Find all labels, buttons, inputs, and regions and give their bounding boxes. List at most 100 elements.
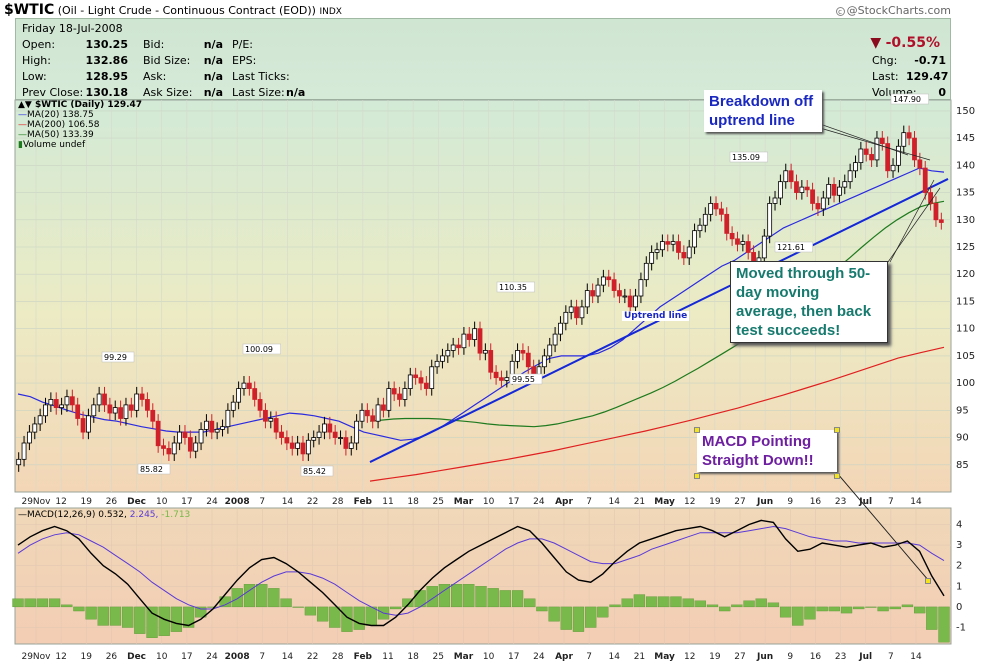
candle-body [273, 418, 279, 433]
candle-body [300, 442, 306, 455]
x-tick-label: 25 [433, 652, 444, 662]
candle-body [740, 241, 746, 245]
x-tick-label: 21 [634, 652, 645, 662]
x-tick-label: 29Nov [21, 497, 51, 507]
x-tick-label: 10 [156, 497, 168, 507]
macd-hist-bar [475, 586, 487, 608]
callout-handle[interactable] [834, 427, 840, 433]
candle-body [182, 431, 188, 438]
x-tick-label: 19 [81, 497, 93, 507]
x-tick-label: 29Nov [21, 652, 51, 662]
price-y-tick: 115 [956, 296, 975, 307]
macd-legend-label: MACD(12,26,9) [27, 510, 96, 520]
candle-body [885, 143, 891, 172]
quote-panel: Friday 18-Jul-2008 Open: 130.25 High: 132.… [15, 18, 951, 100]
macd-hist-bar [804, 606, 816, 620]
candle-body [938, 219, 944, 223]
candle-body [579, 306, 585, 319]
annotation-moved-through[interactable]: Moved through 50-day moving average, the… [730, 261, 888, 343]
macd-hist-bar [828, 606, 840, 612]
macd-hist-bar [719, 606, 731, 612]
macd-hist-bar [256, 584, 268, 608]
candle-body [499, 377, 504, 381]
macd-hist-bar [329, 606, 341, 628]
x-tick-label: Apr [555, 652, 573, 662]
candle-body [198, 428, 204, 444]
candle-body [64, 396, 70, 406]
candle-body [541, 355, 547, 368]
x-tick-label: Mar [454, 497, 474, 507]
callout-handle[interactable] [694, 427, 700, 433]
candle-body [810, 189, 815, 204]
callout-pointer [819, 123, 909, 156]
macd-hist-bar [658, 596, 670, 608]
candle-body [676, 241, 681, 253]
ask-size-value: n/a [203, 86, 223, 99]
legend-ma200-text: MA(200) 106.58 [27, 120, 100, 130]
candle-body [295, 442, 301, 449]
callout-pointer [889, 179, 935, 263]
x-tick-label: 19 [709, 497, 721, 507]
ma20-line [17, 167, 945, 441]
candle-body [166, 448, 172, 455]
candle-body [761, 235, 767, 259]
annotation-breakdown[interactable]: Breakdown off uptrend line [704, 90, 822, 132]
candle-body [772, 197, 778, 204]
x-tick-label: Jul [858, 652, 872, 662]
candle-body [461, 333, 467, 349]
macd-hist-bar [840, 606, 853, 614]
quote-date: Friday 18-Jul-2008 [22, 22, 123, 35]
x-tick-label: Mar [454, 652, 474, 662]
macd-legend: —MACD(12,26,9) 0.532, 2.245, -1.713 [18, 510, 190, 520]
x-tick-label: 7 [888, 497, 894, 507]
bid-size-row: Bid Size: n/a [143, 54, 223, 67]
candle-body [209, 420, 215, 433]
macd-hist-bar [926, 606, 938, 630]
pe-label: P/E: [232, 38, 253, 51]
macd-hist-bar [913, 606, 926, 614]
x-tick-label: Feb [354, 497, 373, 507]
price-y-tick: 120 [956, 269, 975, 280]
candle-body [917, 159, 923, 169]
candle-body [440, 355, 445, 362]
macd-hist-bar [487, 588, 499, 608]
candle-body [145, 399, 150, 411]
macd-hist-bar [109, 606, 122, 626]
x-tick-label: 26 [106, 652, 118, 662]
down-arrow-icon: ▼ [870, 35, 882, 51]
last-label: Last: [872, 70, 899, 83]
callout-handle[interactable] [834, 473, 840, 479]
candle-body [311, 437, 317, 441]
change-percent: -0.55% [885, 35, 940, 51]
point-label: 121.61 [777, 243, 805, 252]
ma200-line [369, 346, 945, 482]
candle-body [225, 409, 231, 428]
macd-hist-bar [633, 594, 646, 608]
macd-hist-bar [743, 600, 755, 608]
x-tick-label: 14 [609, 652, 621, 662]
candle-body [574, 306, 579, 319]
macd-hist-bar [694, 600, 706, 608]
candle-body [37, 415, 43, 425]
annotation-macd[interactable]: MACD Pointing Straight Down!! [697, 430, 837, 472]
candle-body [777, 181, 783, 199]
legend-ma50: —MA(50) 133.39 [18, 130, 94, 140]
candle-body [27, 431, 32, 444]
candle-body [665, 241, 671, 245]
macd-hist-bar [585, 606, 597, 628]
macd-hist-bar [97, 606, 109, 626]
macd-hist-bar [560, 606, 572, 630]
x-tick-label: 17 [508, 497, 519, 507]
macd-line [17, 519, 945, 627]
callout-handle[interactable] [694, 473, 700, 479]
x-tick-label: May [654, 652, 675, 662]
callout-handle[interactable] [925, 578, 931, 584]
candle-body [488, 350, 494, 373]
candle-body [869, 154, 874, 161]
x-tick-label: 14 [910, 497, 922, 507]
symbol-description: (Oil - Light Crude - Continuous Contract… [57, 4, 316, 17]
macd-hist-bar [877, 606, 889, 612]
macd-hist-bar [463, 584, 475, 608]
legend-volume: ▮Volume undef [18, 140, 86, 150]
candle-body [161, 445, 166, 449]
